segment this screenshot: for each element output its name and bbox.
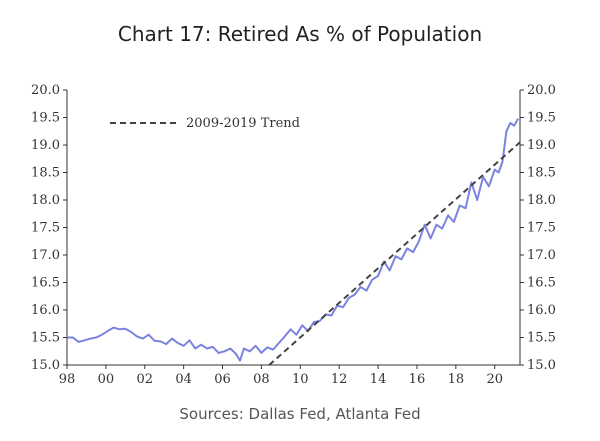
y-tick-label-right: 16.0 <box>527 303 556 318</box>
y-tick-label-left: 17.0 <box>31 248 60 263</box>
x-tick-label: 06 <box>214 372 231 387</box>
y-tick-label-right: 15.5 <box>527 331 556 346</box>
x-tick-label: 12 <box>331 372 348 387</box>
axes-group <box>66 90 521 366</box>
x-tick-label: 02 <box>136 372 153 387</box>
y-tick-label-left: 17.5 <box>31 221 60 236</box>
y-tick-label-left: 19.5 <box>31 111 60 126</box>
x-tick-label: 04 <box>175 372 192 387</box>
chart-title: Chart 17: Retired As % of Population <box>117 22 483 46</box>
x-tick-label: 18 <box>448 372 465 387</box>
y-tick-label-left: 18.5 <box>31 166 60 181</box>
y-tick-label-left: 16.0 <box>31 303 60 318</box>
legend: 2009-2019 Trend <box>110 116 300 131</box>
trend-line-2009-2019 <box>268 141 521 366</box>
x-tick-label: 10 <box>292 372 309 387</box>
y-tick-label-left: 15.0 <box>31 358 60 373</box>
retired-share-line <box>67 118 519 362</box>
x-tick-label: 16 <box>409 372 426 387</box>
x-axis-ticks: 98 00 02 04 06 08 10 12 14 16 18 20 <box>59 365 503 387</box>
y-tick-label-right: 19.0 <box>527 138 556 153</box>
y-tick-label-right: 18.0 <box>527 193 556 208</box>
y-axis-right-ticks: 15.0 15.5 16.0 16.5 17.0 17.5 18.0 18.5 19.0 19.5… <box>520 83 556 373</box>
y-tick-label-left: 19.0 <box>31 138 60 153</box>
x-tick-label: 00 <box>98 372 115 387</box>
x-tick-label: 14 <box>370 372 387 387</box>
y-tick-label-right: 17.5 <box>527 221 556 236</box>
x-tick-label: 98 <box>59 372 76 387</box>
y-tick-label-right: 19.5 <box>527 111 556 126</box>
legend-label-trend: 2009-2019 Trend <box>186 116 300 131</box>
y-tick-label-left: 20.0 <box>31 83 60 98</box>
x-tick-label: 20 <box>486 372 503 387</box>
series-layer <box>67 118 521 366</box>
y-axis-left-ticks: 15.0 15.5 16.0 16.5 17.0 17.5 18.0 18.5 19.0 19.5… <box>31 83 67 373</box>
y-tick-label-right: 20.0 <box>527 83 556 98</box>
y-tick-label-right: 17.0 <box>527 248 556 263</box>
y-tick-label-left: 16.5 <box>31 276 60 291</box>
x-tick-label: 08 <box>253 372 270 387</box>
y-tick-label-left: 15.5 <box>31 331 60 346</box>
source-note: Sources: Dallas Fed, Atlanta Fed <box>179 405 421 423</box>
y-tick-label-right: 18.5 <box>527 166 556 181</box>
y-tick-label-right: 15.0 <box>527 358 556 373</box>
y-tick-label-right: 16.5 <box>527 276 556 291</box>
y-tick-label-left: 18.0 <box>31 193 60 208</box>
